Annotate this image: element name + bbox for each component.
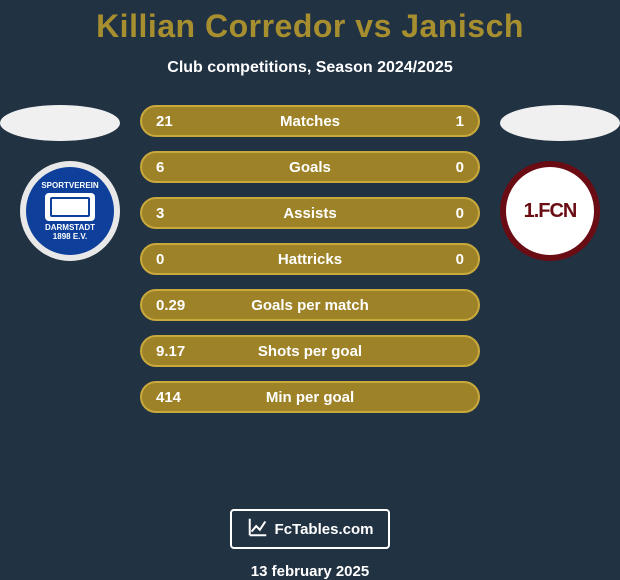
footer-brand-text: FcTables.com	[275, 521, 374, 538]
stat-left-value: 9.17	[156, 343, 185, 360]
footer-brand-badge[interactable]: FcTables.com	[230, 509, 390, 549]
stat-right-value: 0	[456, 251, 464, 268]
shadow-ellipse-right	[500, 105, 620, 141]
page-title: Killian Corredor vs Janisch	[96, 8, 524, 45]
stat-label: Hattricks	[142, 251, 478, 268]
page-subtitle: Club competitions, Season 2024/2025	[167, 59, 452, 77]
stat-right-value: 0	[456, 205, 464, 222]
stat-left-value: 0.29	[156, 297, 185, 314]
stat-label: Shots per goal	[142, 343, 478, 360]
stats-bars: 21Matches16Goals03Assists00Hattricks00.2…	[140, 105, 480, 413]
stat-label: Goals	[142, 159, 478, 176]
footer-date: 13 february 2025	[251, 563, 369, 580]
stat-left-value: 414	[156, 389, 181, 406]
crest-left-line1: SPORTVEREIN	[41, 182, 98, 190]
stat-label: Matches	[142, 113, 478, 130]
stat-left-value: 3	[156, 205, 164, 222]
stat-row: 3Assists0	[140, 197, 480, 229]
stat-row: 0.29Goals per match	[140, 289, 480, 321]
stat-right-value: 0	[456, 159, 464, 176]
crest-right-text: 1.FCN	[524, 200, 577, 223]
stat-label: Goals per match	[142, 297, 478, 314]
stat-row: 21Matches1	[140, 105, 480, 137]
stat-label: Min per goal	[142, 389, 478, 406]
stat-row: 0Hattricks0	[140, 243, 480, 275]
stat-right-value: 1	[456, 113, 464, 130]
stat-left-value: 21	[156, 113, 173, 130]
chart-icon	[247, 516, 269, 542]
shadow-ellipse-left	[0, 105, 120, 141]
stat-label: Assists	[142, 205, 478, 222]
stat-left-value: 6	[156, 159, 164, 176]
team-crest-left: SPORTVEREIN DARMSTADT 1898 E.V.	[20, 161, 120, 261]
crest-left-line3: 1898 E.V.	[53, 233, 87, 241]
content-area: SPORTVEREIN DARMSTADT 1898 E.V. 1.FCN 21…	[0, 105, 620, 169]
crest-left-line2: DARMSTADT	[45, 224, 95, 232]
stat-row: 414Min per goal	[140, 381, 480, 413]
stat-left-value: 0	[156, 251, 164, 268]
team-crest-right: 1.FCN	[500, 161, 600, 261]
stat-row: 6Goals0	[140, 151, 480, 183]
stat-row: 9.17Shots per goal	[140, 335, 480, 367]
